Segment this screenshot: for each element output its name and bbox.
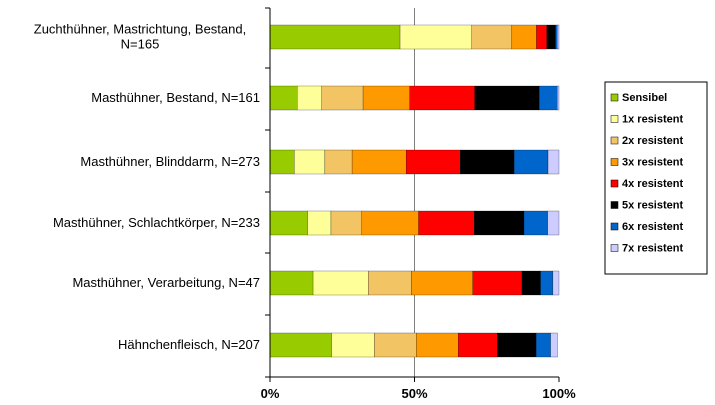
- bar-segment-2-5: [409, 85, 475, 111]
- category-labels: Zuchthühner, Mastrichtung, Bestand, N=165…: [34, 22, 260, 353]
- bar-segment-5-1: [269, 270, 314, 296]
- bar-segment-4-4: [361, 210, 419, 236]
- category-label-line: Masthühner, Bestand, N=161: [91, 90, 260, 105]
- legend-swatch: [610, 158, 619, 166]
- bar-segment-5-7: [540, 270, 554, 296]
- bar-segment-4-8: [547, 210, 560, 236]
- category-label: Masthühner, Verarbeitung, N=47: [72, 275, 260, 290]
- x-tick-label: 50%: [401, 386, 427, 401]
- legend-label: 7x resistent: [622, 243, 683, 255]
- bar-segment-2-3: [321, 85, 364, 111]
- bar-segment-4-3: [330, 210, 362, 236]
- bar-segment-2-7: [539, 85, 558, 111]
- category-label: Zuchthühner, Mastrichtung, Bestand, N=165: [34, 22, 246, 52]
- x-tick-label: 100%: [542, 386, 576, 401]
- bar-segment-4-1: [269, 210, 308, 236]
- bar-segment-2-1: [269, 85, 298, 111]
- bar-segment-6-7: [536, 332, 551, 358]
- bar-segment-5-3: [368, 270, 412, 296]
- legend-label: Sensibel: [622, 92, 667, 104]
- category-label: Masthühner, Schlachtkörper, N=233: [53, 215, 260, 230]
- bar-segment-3-5: [405, 149, 461, 175]
- bar-segment-6-4: [416, 332, 459, 358]
- category-label: Hähnchenfleisch, N=207: [118, 337, 260, 352]
- legend-swatch: [610, 201, 619, 209]
- bar-segment-1-1: [269, 24, 401, 50]
- bar-segment-5-4: [411, 270, 474, 296]
- legend-swatch: [610, 115, 619, 123]
- legend-box: [604, 81, 708, 275]
- legend-swatch: [610, 136, 619, 145]
- bar-segment-3-7: [514, 149, 549, 175]
- category-label-line: Masthühner, Verarbeitung, N=47: [72, 275, 260, 290]
- bar-segment-6-2: [331, 332, 375, 358]
- axis-layer: [265, 7, 560, 382]
- bar-segment-3-6: [460, 149, 515, 175]
- category-label-line: Hähnchenfleisch, N=207: [118, 337, 260, 352]
- legend-swatch: [610, 179, 619, 188]
- bar-segment-4-2: [307, 210, 332, 236]
- category-label-line: Zuchthühner, Mastrichtung, Bestand,: [34, 22, 246, 37]
- bar-segment-6-1: [269, 332, 332, 358]
- bar-segment-2-6: [474, 85, 540, 111]
- category-label: Masthühner, Bestand, N=161: [91, 90, 260, 105]
- bar-segment-1-4: [511, 24, 537, 50]
- bar-segment-1-8: [557, 24, 560, 50]
- bar-segment-3-2: [294, 149, 326, 175]
- bar-segment-6-5: [458, 332, 498, 358]
- legend-label: 5x resistent: [622, 200, 683, 212]
- bar-segment-2-4: [362, 85, 411, 111]
- bar-segment-3-4: [351, 149, 407, 175]
- bar-segment-6-8: [550, 332, 558, 358]
- bar-segment-2-2: [297, 85, 322, 111]
- bar-segment-1-3: [471, 24, 513, 50]
- legend-label: 1x resistent: [622, 114, 683, 126]
- bar-segment-1-2: [399, 24, 472, 50]
- bar-segment-4-6: [474, 210, 525, 236]
- bar-segment-1-5: [536, 24, 547, 50]
- bar-segment-5-8: [552, 270, 560, 296]
- bar-segment-5-5: [472, 270, 523, 296]
- bar-segment-6-6: [497, 332, 537, 358]
- legend-swatch: [610, 244, 619, 252]
- bars-layer: [269, 24, 560, 358]
- bar-segment-3-3: [324, 149, 353, 175]
- legend-swatch: [610, 93, 619, 102]
- bar-segment-1-7: [555, 24, 558, 50]
- bar-segment-2-8: [557, 85, 560, 111]
- bar-segment-3-1: [269, 149, 295, 175]
- category-label-line: Masthühner, Schlachtkörper, N=233: [53, 215, 260, 230]
- bar-segment-1-6: [546, 24, 556, 50]
- category-label-line: Masthühner, Blinddarm, N=273: [80, 154, 260, 169]
- bar-segment-3-8: [547, 149, 560, 175]
- category-label-line: N=165: [121, 37, 160, 52]
- legend-label: 2x resistent: [622, 135, 683, 147]
- x-tick-labels: 0% 50% 100%: [261, 386, 576, 401]
- x-tick-label: 0%: [261, 386, 280, 401]
- legend-label: 6x resistent: [622, 221, 683, 233]
- bar-segment-5-2: [312, 270, 369, 296]
- legend-swatch: [610, 222, 619, 231]
- bar-segment-5-6: [521, 270, 541, 296]
- bar-segment-6-3: [374, 332, 417, 358]
- legend-label: 3x resistent: [622, 157, 683, 169]
- bar-segment-4-7: [523, 210, 548, 236]
- bar-segment-4-5: [418, 210, 475, 236]
- category-label: Masthühner, Blinddarm, N=273: [80, 154, 260, 169]
- legend: Sensibel 1x resistent 2x resistent 3x resis…: [604, 81, 708, 275]
- legend-label: 4x resistent: [622, 178, 683, 190]
